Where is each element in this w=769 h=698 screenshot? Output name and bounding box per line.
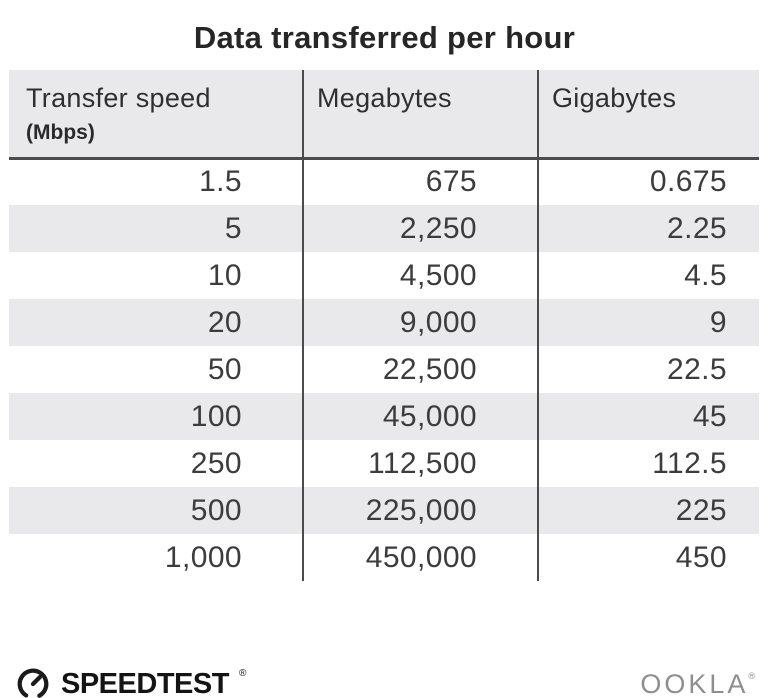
speedtest-logo: SPEEDTEST ® <box>14 665 246 698</box>
cell-transfer-speed: 1.5 <box>199 165 242 199</box>
column-header-megabytes: Megabytes <box>302 70 538 160</box>
cell-transfer-speed: 500 <box>9 487 303 534</box>
header-row: Transfer speed (Mbps) Megabytes Gigabyte… <box>9 70 759 160</box>
cell-transfer-speed: 10 <box>207 258 242 292</box>
speedtest-gauge-icon <box>17 668 49 698</box>
infographic-page: Data transferred per hour Transfer speed… <box>0 16 769 698</box>
table-body: 1.5 675 0.675 5 2,250 2.25 10 4,500 4.5 … <box>9 158 759 581</box>
column-header-label: Megabytes <box>317 83 452 113</box>
table-row: 5 2,250 2.25 <box>9 205 759 252</box>
page-title: Data transferred per hour <box>193 20 576 55</box>
cell-megabytes: 9,000 <box>302 299 538 346</box>
column-header-transfer-speed: Transfer speed (Mbps) <box>9 70 303 160</box>
cell-gigabytes: 4.5 <box>537 252 759 299</box>
column-header-label: Gigabytes <box>552 83 677 113</box>
table-row: 1.5 675 0.675 <box>9 158 759 205</box>
cell-transfer-speed: 100 <box>9 393 303 440</box>
column-header-label: Transfer speed <box>26 83 211 113</box>
cell-gigabytes: 2.25 <box>537 205 759 252</box>
table-row: 50 22,500 22.5 <box>9 346 759 393</box>
table-row: 1,000 450,000 450 <box>9 534 759 581</box>
cell-transfer-speed: 250 <box>190 446 242 480</box>
speedtest-wordmark: SPEEDTEST <box>61 667 229 698</box>
cell-transfer-speed: 20 <box>9 299 303 346</box>
ookla-logo: OOKLA ® <box>640 669 755 698</box>
cell-megabytes: 4,500 <box>302 252 538 299</box>
cell-gigabytes: 9 <box>537 299 759 346</box>
cell-megabytes: 22,500 <box>302 346 538 393</box>
cell-gigabytes: 450 <box>537 534 759 581</box>
data-table: Transfer speed (Mbps) Megabytes Gigabyte… <box>9 70 759 581</box>
cell-megabytes: 225,000 <box>302 487 538 534</box>
cell-megabytes: 45,000 <box>302 393 538 440</box>
registered-trademark-symbol: ® <box>238 668 247 679</box>
cell-gigabytes: 0.675 <box>537 158 759 205</box>
cell-megabytes: 450,000 <box>302 534 538 581</box>
table-row: 500 225,000 225 <box>9 487 759 534</box>
cell-gigabytes: 225 <box>537 487 759 534</box>
cell-transfer-speed: 5 <box>9 205 303 252</box>
table-row: 100 45,000 45 <box>9 393 759 440</box>
table-header: Transfer speed (Mbps) Megabytes Gigabyte… <box>9 70 759 160</box>
cell-gigabytes: 112.5 <box>537 440 759 487</box>
table-row: 10 4,500 4.5 <box>9 252 759 299</box>
cell-megabytes: 112,500 <box>302 440 538 487</box>
cell-megabytes: 2,250 <box>302 205 538 252</box>
cell-megabytes: 675 <box>302 158 538 205</box>
cell-gigabytes: 22.5 <box>537 346 759 393</box>
table-row: 250 112,500 112.5 <box>9 440 759 487</box>
table-row: 20 9,000 9 <box>9 299 759 346</box>
cell-transfer-speed: 50 <box>207 352 242 386</box>
cell-gigabytes: 45 <box>537 393 759 440</box>
registered-trademark-symbol: ® <box>748 670 755 681</box>
column-header-gigabytes: Gigabytes <box>537 70 759 160</box>
cell-transfer-speed: 1,000 <box>164 540 242 574</box>
column-header-unit: (Mbps) <box>26 121 95 144</box>
ookla-wordmark: OOKLA <box>640 668 749 698</box>
footer: SPEEDTEST ® OOKLA ® <box>0 662 769 698</box>
